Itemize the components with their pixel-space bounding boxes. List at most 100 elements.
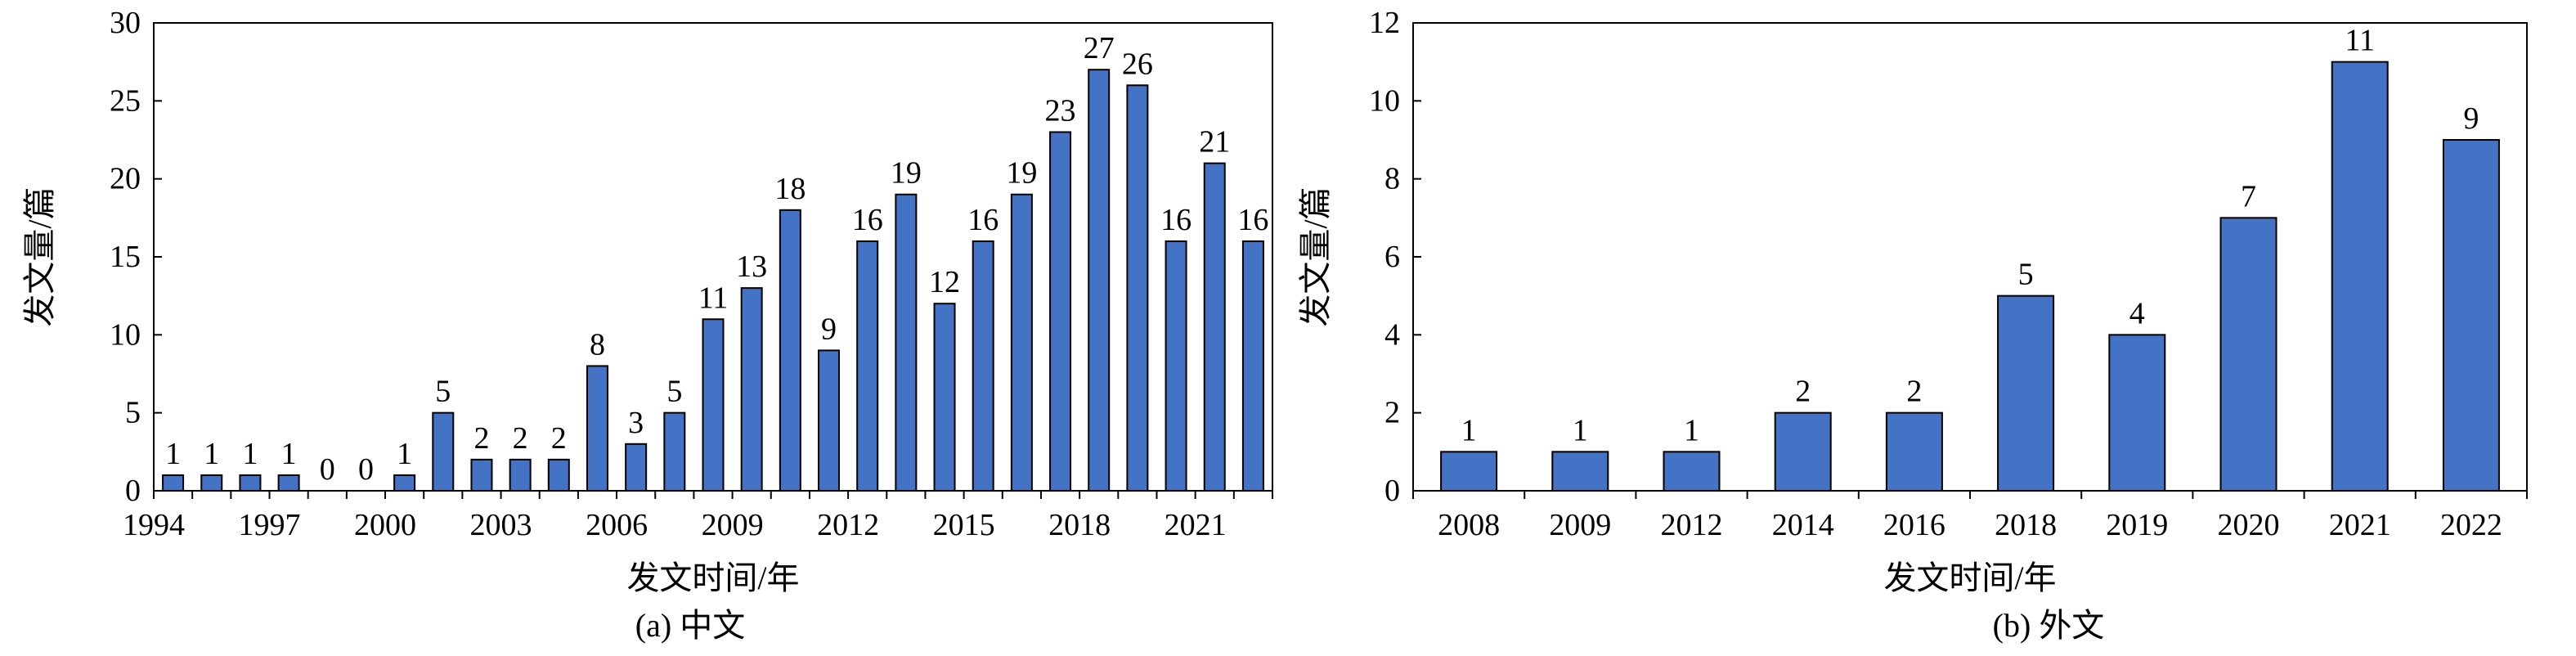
data-label: 23 — [1045, 93, 1076, 128]
bar — [2108, 334, 2166, 492]
data-label: 7 — [2241, 179, 2256, 213]
bar — [1551, 451, 1609, 492]
bar — [740, 287, 763, 492]
data-label: 1 — [281, 437, 297, 471]
bar — [547, 458, 570, 492]
x-tick-label: 2021 — [2329, 508, 2391, 542]
data-label: 2 — [551, 421, 567, 456]
data-label: 8 — [590, 327, 605, 362]
x-tick-label: 2021 — [1165, 508, 1227, 542]
data-label: 1 — [1573, 413, 1588, 447]
y-tick-label: 30 — [110, 6, 141, 40]
data-label: 0 — [358, 452, 374, 487]
y-axis-title: 发文量/篇 — [1297, 186, 1334, 326]
x-tick-label: 2012 — [1661, 508, 1723, 542]
bar — [1885, 411, 1943, 492]
data-label: 27 — [1084, 31, 1115, 65]
bar — [509, 458, 532, 492]
data-label: 1 — [242, 437, 258, 471]
x-tick-label: 1997 — [239, 508, 301, 542]
bar — [1088, 69, 1111, 492]
bar — [702, 318, 725, 492]
x-tick-label: 2015 — [933, 508, 995, 542]
bar — [1049, 131, 1072, 492]
data-label: 1 — [1461, 413, 1477, 447]
data-label: 2 — [473, 421, 489, 456]
bar — [1663, 451, 1721, 492]
data-label: 4 — [2129, 296, 2145, 330]
data-label: 1 — [204, 437, 219, 471]
bar — [470, 458, 493, 492]
bar — [1165, 240, 1187, 492]
y-axis-title: 发文量/篇 — [21, 186, 58, 326]
bar — [2442, 139, 2500, 492]
x-tick-label: 2016 — [1883, 508, 1945, 542]
data-label: 13 — [736, 249, 767, 284]
x-tick-label: 2019 — [2106, 508, 2168, 542]
y-tick-label: 6 — [1384, 240, 1400, 274]
bar — [663, 411, 686, 492]
y-tick-label: 10 — [1369, 83, 1400, 118]
data-label: 1 — [165, 437, 181, 471]
x-tick-label: 2000 — [354, 508, 416, 542]
x-tick-label: 2006 — [586, 508, 648, 542]
data-label: 2 — [1795, 375, 1811, 409]
bar — [1997, 294, 2055, 492]
y-tick-label: 20 — [110, 162, 141, 196]
y-tick-label: 10 — [110, 317, 141, 352]
bar — [239, 474, 262, 492]
bar — [1774, 411, 1832, 492]
data-label: 1 — [397, 437, 412, 471]
bar — [1203, 162, 1226, 492]
data-label: 9 — [2463, 101, 2479, 136]
bar — [2331, 61, 2389, 492]
bar — [277, 474, 300, 492]
x-tick-label: 2008 — [1438, 508, 1500, 542]
x-tick-label: 1994 — [123, 508, 185, 542]
data-label: 5 — [435, 375, 451, 409]
data-label: 0 — [320, 452, 335, 487]
data-label: 11 — [698, 281, 729, 315]
y-tick-label: 15 — [110, 240, 141, 274]
data-label: 1 — [1684, 413, 1699, 447]
data-label: 21 — [1199, 125, 1230, 160]
x-tick-label: 2009 — [702, 508, 764, 542]
data-label: 2 — [513, 421, 528, 456]
bar — [432, 411, 455, 492]
bar — [586, 365, 608, 492]
bar — [1126, 84, 1149, 492]
x-tick-label: 2022 — [2440, 508, 2502, 542]
chart-caption: (a) 中文 — [635, 607, 745, 644]
bar — [393, 474, 416, 492]
data-label: 9 — [821, 312, 837, 346]
data-label: 26 — [1122, 47, 1153, 81]
data-label: 2 — [1906, 375, 1922, 409]
bar — [1010, 193, 1033, 492]
x-tick-label: 2018 — [1048, 508, 1111, 542]
y-tick-label: 12 — [1369, 6, 1400, 40]
data-label: 11 — [2345, 24, 2375, 58]
bar — [1241, 240, 1264, 492]
data-label: 19 — [891, 156, 922, 191]
bar — [818, 349, 841, 492]
y-tick-label: 0 — [1384, 474, 1400, 508]
x-tick-label: 2009 — [1549, 508, 1611, 542]
data-label: 16 — [1237, 203, 1268, 237]
bar — [895, 193, 918, 492]
x-tick-label: 2003 — [470, 508, 532, 542]
x-tick-label: 2018 — [1995, 508, 2057, 542]
data-label: 18 — [774, 172, 806, 206]
chart-caption: (b) 外文 — [1993, 607, 2105, 644]
bar — [200, 474, 223, 492]
y-tick-label: 4 — [1384, 317, 1400, 352]
bar — [625, 443, 648, 492]
data-label: 16 — [967, 203, 999, 237]
y-tick-label: 25 — [110, 83, 141, 118]
data-label: 16 — [1160, 203, 1192, 237]
bar — [162, 474, 185, 492]
x-axis-title: 发文时间/年 — [626, 559, 799, 596]
data-label: 5 — [666, 375, 682, 409]
